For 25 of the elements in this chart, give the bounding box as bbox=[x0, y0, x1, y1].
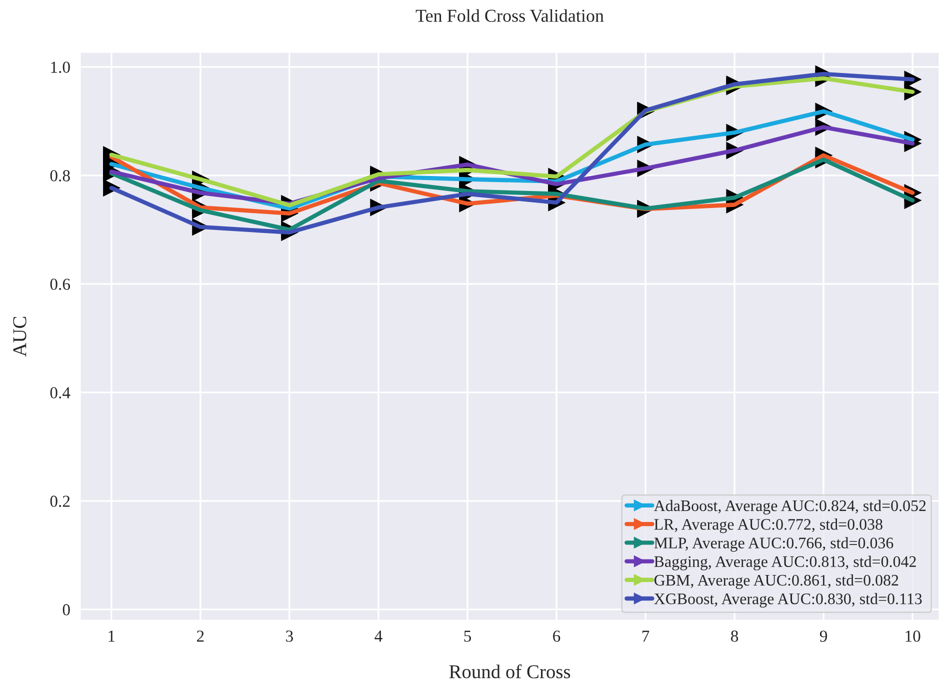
x-tick-label: 6 bbox=[553, 630, 560, 642]
x-tick-label: 3 bbox=[286, 630, 293, 642]
x-axis-title: Round of Cross bbox=[449, 664, 570, 678]
y-tick-label: 0.8 bbox=[50, 170, 70, 182]
x-tick-label: 9 bbox=[820, 630, 828, 642]
x-tick-label: 10 bbox=[906, 630, 920, 642]
x-tick-label: 8 bbox=[731, 630, 738, 642]
x-tick-label: 2 bbox=[196, 630, 204, 642]
legend-label: GBM, Average AUC:0.861, std=0.082 bbox=[654, 574, 898, 589]
x-tick-label: 1 bbox=[108, 630, 115, 642]
y-tick-label: 0.2 bbox=[50, 496, 70, 507]
y-tick-label: 0.4 bbox=[50, 387, 70, 398]
y-tick-label: 0.6 bbox=[50, 278, 70, 290]
x-tick-label: 5 bbox=[464, 630, 471, 642]
legend-label: XGBoost, Average AUC:0.830, std=0.113 bbox=[654, 593, 922, 608]
legend-label: LR, Average AUC:0.772, std=0.038 bbox=[654, 518, 882, 534]
legend-label: AdaBoost, Average AUC:0.824, std=0.052 bbox=[654, 500, 926, 514]
legend-label: MLP, Average AUC:0.766, std=0.036 bbox=[654, 537, 894, 552]
x-tick-label: 7 bbox=[642, 630, 650, 642]
x-tick-label: 4 bbox=[374, 630, 382, 642]
chart-title: Ten Fold Cross Validation bbox=[416, 9, 604, 22]
y-tick-label: 1.0 bbox=[51, 62, 70, 73]
y-tick-label: 0 bbox=[62, 604, 70, 616]
legend-label: Bagging, Average AUC:0.813, std=0.042 bbox=[654, 556, 916, 570]
y-axis-title: AUC bbox=[13, 316, 26, 357]
